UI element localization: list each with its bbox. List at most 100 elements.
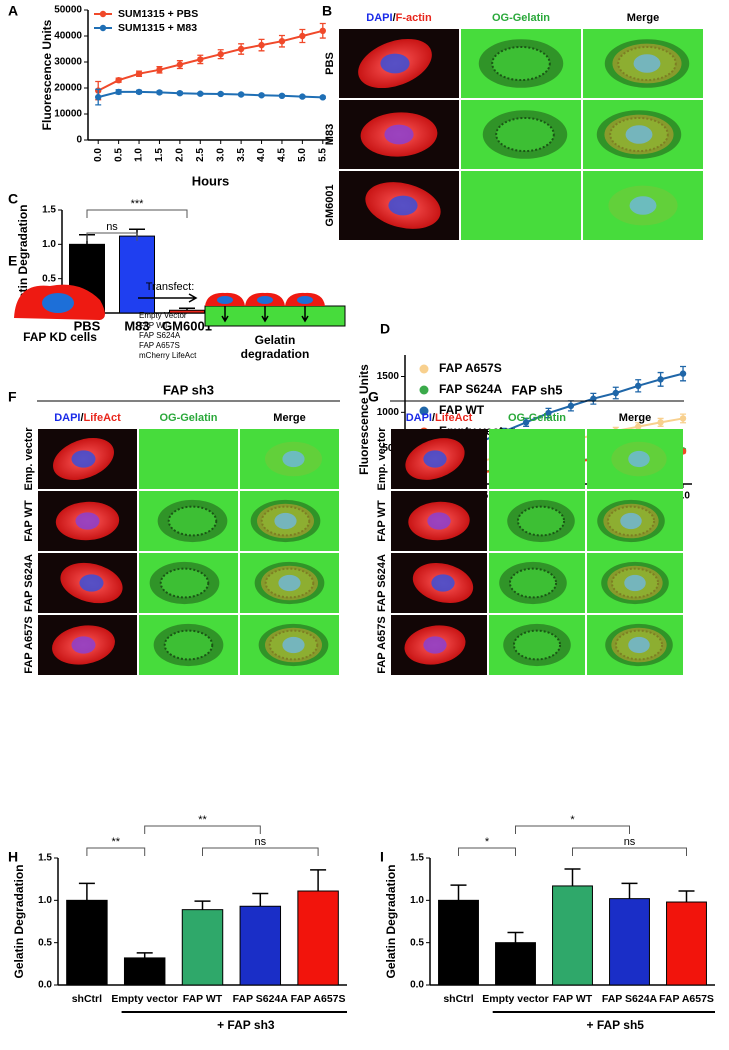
micrograph	[139, 429, 238, 489]
header-part: OG-Gelatin	[159, 412, 217, 424]
panel-letter: G	[368, 389, 379, 405]
bar	[119, 235, 155, 314]
x-tick-label: 1.5	[154, 148, 165, 162]
panel-letter: H	[8, 849, 18, 865]
x-tick-label: shCtrl	[72, 993, 102, 1005]
error-bar	[78, 882, 95, 901]
degradation	[516, 505, 566, 537]
construct: FAP A657S	[139, 341, 180, 350]
bar	[123, 957, 166, 986]
y-tick-label: 0.5	[38, 937, 52, 948]
y-tick-label: 50000	[54, 5, 82, 16]
x-tick-label: 5.0	[297, 148, 308, 162]
legend-marker	[99, 24, 107, 32]
panel-letter: C	[8, 191, 18, 207]
header-part: DAPI	[406, 412, 432, 424]
y-tick-label: 30000	[54, 57, 82, 68]
y-tick-label: 0.0	[38, 980, 52, 991]
y-tick-label: 1.5	[38, 853, 52, 864]
nucleus	[633, 54, 661, 73]
marker	[217, 90, 224, 98]
y-tick-label: 1.0	[42, 239, 56, 250]
x-tick-label: 3.0	[215, 148, 226, 162]
marker	[156, 89, 163, 96]
column-header: Merge	[273, 412, 305, 424]
nucleus	[297, 296, 313, 304]
error-bar	[252, 892, 269, 907]
marker	[197, 90, 204, 97]
x-tick-label: 6.0	[676, 491, 690, 502]
panel-letter: A	[8, 3, 18, 19]
x-tick-label: M83	[124, 318, 149, 333]
label: degradation	[241, 347, 310, 361]
marker	[657, 376, 664, 383]
y-axis-label: Fluorescence Units	[357, 364, 371, 475]
y-tick-label: 1.0	[410, 895, 424, 906]
y-tick-label: 0.5	[42, 273, 56, 284]
x-tick-label: 5.5	[317, 148, 328, 162]
row-label: FAP S624A	[23, 554, 35, 612]
nucleus	[71, 636, 96, 654]
micrograph	[489, 429, 585, 489]
marker	[545, 409, 552, 417]
legend-label: FAP WT	[439, 403, 485, 417]
column-header: DAPI/LifeAct	[406, 412, 473, 424]
x-tick-label: FAP A657S	[291, 993, 346, 1005]
row-label: PBS	[324, 52, 336, 75]
nucleus	[625, 125, 653, 144]
y-axis-label: Gelatin Degradation	[12, 864, 26, 978]
header-part: Merge	[273, 412, 305, 424]
row-label: FAP S624A	[376, 554, 388, 612]
legend-label: FAP S624A	[439, 382, 502, 396]
panel-letter: I	[380, 849, 384, 865]
construct: FAP WT	[139, 321, 169, 330]
series-line	[97, 29, 324, 92]
error-bar	[194, 900, 211, 910]
header-part: /	[80, 412, 83, 424]
degradation	[163, 629, 214, 661]
panel-letter: E	[8, 253, 17, 269]
significance-label: ***	[131, 198, 145, 210]
arrow	[138, 293, 198, 303]
marker	[299, 93, 306, 100]
label: Gelatin	[255, 333, 296, 347]
marker	[679, 415, 687, 422]
nucleus	[75, 512, 100, 530]
significance-label: *	[485, 836, 490, 848]
bar	[66, 899, 108, 986]
x-tick-label: 1.0	[134, 148, 145, 162]
y-tick-label: 1.5	[42, 205, 56, 216]
header-part: Merge	[619, 412, 651, 424]
gelatin-layer	[204, 305, 346, 327]
marker	[567, 402, 575, 410]
group-label: + FAP sh3	[217, 1018, 275, 1032]
error-bar	[136, 952, 153, 958]
y-tick-label: 1.5	[410, 853, 424, 864]
marker	[522, 419, 530, 426]
header-part: DAPI	[54, 412, 80, 424]
nucleus	[282, 636, 305, 654]
micrograph	[461, 171, 581, 240]
row-label: FAP A657S	[23, 616, 35, 673]
legend-marker	[419, 364, 429, 374]
header-part: LifeAct	[84, 412, 122, 424]
arrow	[261, 306, 269, 323]
row-label: M83	[324, 124, 336, 145]
x-tick-label: Empty vector	[111, 993, 178, 1005]
label: Transfect:	[146, 281, 195, 293]
degradation	[512, 629, 562, 661]
significance-bracket	[202, 847, 319, 856]
header-part: /	[432, 412, 435, 424]
nucleus	[71, 450, 96, 468]
nucleus	[79, 574, 104, 592]
marker	[176, 61, 184, 68]
header-part: Merge	[627, 12, 659, 24]
x-tick-label: FAP S624A	[602, 993, 658, 1005]
column-header: OG-Gelatin	[508, 412, 566, 424]
legend-marker	[99, 10, 107, 18]
x-tick-label: 3.5	[236, 148, 247, 162]
y-tick-label: 0.0	[410, 980, 424, 991]
marker	[258, 41, 265, 49]
degradation	[495, 116, 555, 153]
significance-label: **	[112, 836, 121, 848]
